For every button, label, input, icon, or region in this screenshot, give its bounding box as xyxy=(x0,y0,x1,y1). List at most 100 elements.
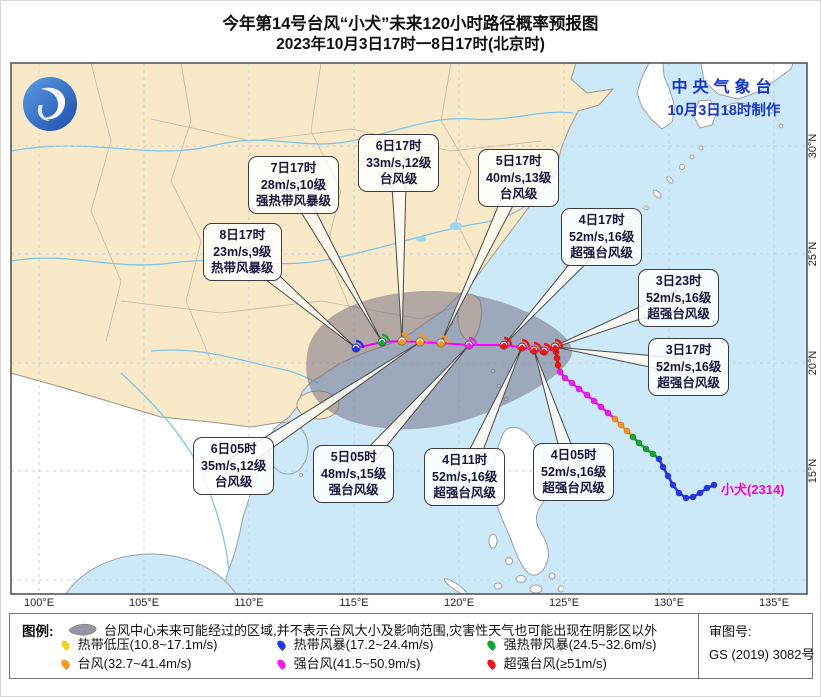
forecast-callout: 3日23时 52m/s,16级 超强台风级 xyxy=(638,269,720,327)
lon-tick-label: 100°E xyxy=(23,597,55,609)
intensity-dot-icon xyxy=(275,638,288,652)
forecast-callout: 5日05时 48m/s,15级 强台风级 xyxy=(313,445,395,503)
okinawa-island xyxy=(652,189,662,199)
forecast-callout: 6日05时 35m/s,12级 台风级 xyxy=(193,437,275,495)
typhoon-symbols xyxy=(351,332,718,502)
intensity-dot-icon xyxy=(485,657,498,671)
callout-wind: 28m/s,10级 xyxy=(260,177,327,192)
callout-time: 5日17时 xyxy=(495,154,542,168)
forecast-callout: 6日17时 33m/s,12级 台风级 xyxy=(358,134,440,192)
legend-item: 强台风(41.5~50.9m/s) xyxy=(275,653,421,672)
lat-tick-label: 20°N xyxy=(807,350,819,376)
callout-category: 强台风级 xyxy=(328,483,379,497)
intensity-dot-icon xyxy=(275,657,288,671)
callout-wind: 52m/s,16级 xyxy=(646,290,712,305)
approval-box: 审图号: GS (2019) 3082号 xyxy=(698,614,815,678)
callout-category: 台风级 xyxy=(379,172,418,186)
forecast-callout: 4日11时 52m/s,16级 超强台风级 xyxy=(424,448,506,506)
lat-tick-label: 30°N xyxy=(807,133,819,159)
callout-time: 7日17时 xyxy=(270,161,317,175)
forecast-callout: 5日17时 40m/s,13级 台风级 xyxy=(478,149,560,207)
lon-tick-label: 125°E xyxy=(548,597,580,609)
callout-time: 6日17时 xyxy=(375,139,422,153)
approval-number: GS (2019) 3082号 xyxy=(709,647,815,662)
callout-time: 8日17时 xyxy=(219,228,266,242)
legend-heading: 图例: xyxy=(22,624,54,639)
graticule xyxy=(11,63,807,594)
callout-time: 6日05时 xyxy=(210,442,257,456)
forecast-callout: 4日17时 52m/s,16级 超强台风级 xyxy=(561,208,643,266)
agency-name: 中央气象台 xyxy=(671,79,777,96)
callout-wind: 48m/s,15级 xyxy=(321,466,387,481)
intensity-dot-icon xyxy=(59,657,72,671)
legend-item: 热带低压(10.8~17.1m/s) xyxy=(59,634,218,653)
japan-kyushu xyxy=(692,99,718,129)
figure-subtitle: 2023年10月3日17时一8日17时(北京时) xyxy=(276,36,545,53)
lon-tick-label: 110°E xyxy=(234,597,264,609)
callout-wind: 52m/s,16级 xyxy=(432,469,498,484)
callout-time: 5日05时 xyxy=(330,450,377,464)
legend: 图例: 台风中心未来可能经过的区域,并不表示台风大小及影响范围,灾害性天气也可能… xyxy=(9,613,815,679)
callout-category: 台风级 xyxy=(499,187,538,201)
legend-item-label: 热带低压(10.8~17.1m/s) xyxy=(77,637,218,652)
callout-category: 超强台风级 xyxy=(542,481,605,495)
lon-tick-label: 115°E xyxy=(339,597,369,609)
lat-tick-label: 25°N xyxy=(807,241,819,267)
callout-wind: 35m/s,12级 xyxy=(201,458,267,473)
callout-wind: 52m/s,16级 xyxy=(656,359,722,374)
legend-item-label: 强台风(41.5~50.9m/s) xyxy=(293,656,421,671)
legend-item-label: 超强台风(≥51m/s) xyxy=(503,656,607,671)
callout-wind: 40m/s,13级 xyxy=(486,170,552,185)
callout-time: 3日23时 xyxy=(655,274,702,288)
map-frame xyxy=(10,62,808,595)
cone-legend-text: 台风中心未来可能经过的区域,并不表示台风大小及影响范围,灾害性天气也可能出现在阴… xyxy=(104,623,658,638)
lake xyxy=(416,236,426,242)
japan-honshu xyxy=(700,63,794,100)
forecast-callout: 7日17时 28m/s,10级 强热带风暴级 xyxy=(248,156,340,214)
intensity-dot-icon xyxy=(59,638,72,652)
legend-item-label: 台风(32.7~41.4m/s) xyxy=(77,656,192,671)
palawan-island xyxy=(443,578,469,594)
callout-category: 超强台风级 xyxy=(647,307,710,321)
lon-tick-label: 135°E xyxy=(758,597,790,609)
forecast-callout: 4日05时 52m/s,16级 超强台风级 xyxy=(533,443,615,501)
callout-time: 4日17时 xyxy=(578,213,625,227)
lon-tick-label: 130°E xyxy=(653,597,685,609)
cone-legend-icon xyxy=(68,622,98,642)
lake xyxy=(450,222,462,230)
legend-item-label: 强热带风暴(24.5~32.6m/s) xyxy=(503,637,657,652)
intensity-dot-icon xyxy=(485,638,498,652)
legend-item: 台风(32.7~41.4m/s) xyxy=(59,653,192,672)
lon-tick-label: 105°E xyxy=(128,597,160,609)
province-borders xyxy=(90,63,542,362)
callout-category: 强热带风暴级 xyxy=(256,194,332,208)
korea-land xyxy=(636,63,676,130)
typhoon-name-label: 小犬(2314) xyxy=(721,482,785,497)
callout-time: 4日11时 xyxy=(442,453,488,467)
callout-category: 超强台风级 xyxy=(657,376,720,390)
issue-time: 10月3日18时制作 xyxy=(667,103,781,119)
callout-category: 超强台风级 xyxy=(433,486,496,500)
lat-tick-label: 15°N xyxy=(807,458,819,484)
callout-time: 4日05时 xyxy=(550,448,597,462)
callout-time: 3日17时 xyxy=(665,343,712,357)
approval-label: 审图号: xyxy=(709,624,752,639)
legend-item: 热带风暴(17.2~24.4m/s) xyxy=(275,634,434,653)
legend-item-label: 热带风暴(17.2~24.4m/s) xyxy=(293,637,434,652)
forecast-callout: 3日17时 52m/s,16级 超强台风级 xyxy=(648,338,730,396)
callout-category: 超强台风级 xyxy=(570,246,633,260)
legend-item: 超强台风(≥51m/s) xyxy=(485,653,607,672)
forecast-callout: 8日17时 23m/s,9级 热带风暴级 xyxy=(203,223,282,281)
agency-watermark: 中央气象台 10月3日18时制作 xyxy=(639,73,809,120)
legend-item: 强热带风暴(24.5~32.6m/s) xyxy=(485,634,657,653)
callout-wind: 52m/s,16级 xyxy=(569,229,635,244)
callout-wind: 33m/s,12级 xyxy=(366,155,432,170)
cma-logo-icon xyxy=(21,75,79,133)
callout-wind: 52m/s,16级 xyxy=(541,464,607,479)
callout-wind: 23m/s,9级 xyxy=(213,244,272,259)
figure-title: 今年第14号台风“小犬”未来120小时路径概率预报图 xyxy=(222,15,599,33)
callout-category: 台风级 xyxy=(214,475,253,489)
lon-tick-label: 120°E xyxy=(443,597,475,609)
callout-category: 热带风暴级 xyxy=(211,261,274,275)
